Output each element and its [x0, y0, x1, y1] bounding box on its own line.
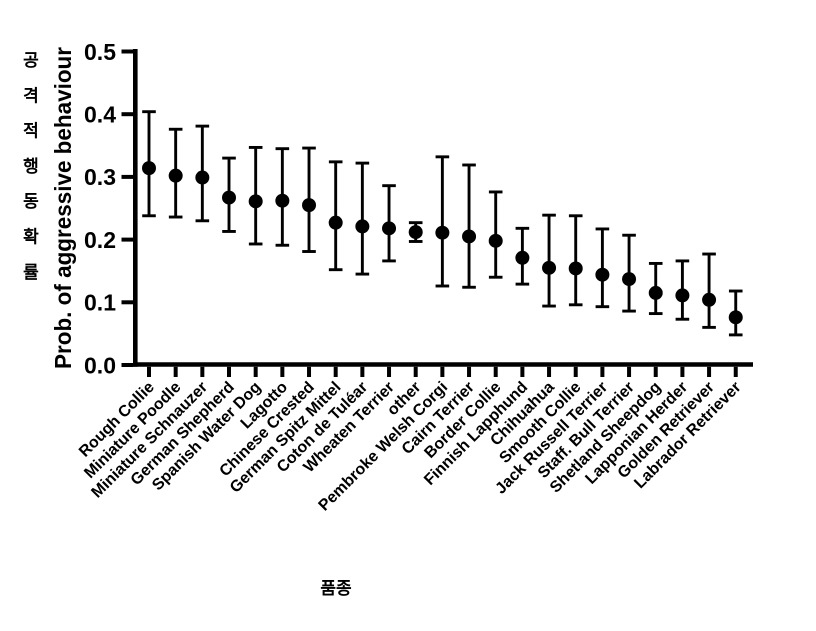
data-point [408, 225, 423, 240]
data-point [195, 170, 210, 185]
data-point [595, 267, 610, 282]
data-point [275, 193, 290, 208]
data-point [648, 285, 663, 300]
data-point [302, 198, 317, 213]
data-point [568, 261, 583, 276]
y-axis-title-korean-char: 률 [23, 263, 39, 282]
data-point [542, 260, 557, 275]
y-axis-title-korean-char: 동 [23, 192, 39, 211]
data-point [355, 219, 370, 234]
y-tick-label: 0.2 [84, 227, 116, 253]
y-tick-label: 0.1 [84, 290, 116, 316]
y-tick-label: 0.0 [84, 352, 116, 378]
data-point [248, 194, 263, 209]
data-point [142, 161, 156, 176]
data-point [382, 221, 397, 236]
y-axis-title-korean-char: 공 [23, 51, 39, 70]
x-axis-title: 품종 [320, 579, 352, 598]
data-point [675, 288, 690, 303]
data-point [462, 229, 477, 244]
data-point [622, 272, 637, 287]
y-tick-label: 0.4 [84, 101, 116, 127]
data-point [488, 233, 503, 248]
y-axis-title-korean-char: 확 [23, 228, 39, 247]
data-point [168, 168, 183, 183]
data-point [728, 310, 743, 325]
data-point [515, 250, 530, 265]
y-axis-title-korean-char: 적 [23, 122, 39, 141]
data-point [328, 215, 343, 230]
data-point [435, 225, 450, 240]
y-tick-label: 0.3 [84, 164, 116, 190]
y-tick-label: 0.5 [84, 39, 116, 65]
y-axis-title-korean-char: 격 [23, 86, 39, 105]
data-point [222, 190, 237, 205]
y-axis-title-korean-char: 행 [23, 157, 39, 176]
data-point [702, 292, 717, 307]
y-axis-title: Prob. of aggressive behaviour [50, 47, 76, 369]
